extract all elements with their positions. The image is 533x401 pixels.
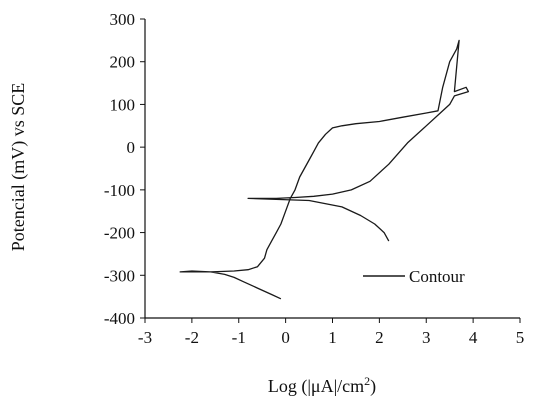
x-tick-label: 2	[375, 328, 384, 347]
x-axis-title-main: Log (|μA|/cm	[268, 376, 364, 397]
x-tick-label: 3	[422, 328, 431, 347]
x-tick-label: -2	[185, 328, 199, 347]
x-tick-label: -3	[138, 328, 152, 347]
x-tick-label: 5	[516, 328, 525, 347]
y-tick-label: -300	[104, 266, 135, 285]
y-axis-title: Potencial (mV) vs SCE	[8, 83, 29, 252]
x-tick-label: 4	[469, 328, 478, 347]
axes-layer	[140, 18, 521, 323]
legend: Contour	[363, 267, 465, 286]
legend-label: Contour	[409, 267, 465, 286]
tick-labels-layer: -3 -2 -1 0 1 2 3 4 5 300 200 100 0 -100 -200 -300 -400	[104, 10, 524, 347]
series-line-contour	[179, 39, 470, 300]
x-tick-label: 0	[281, 328, 290, 347]
y-tick-label: 300	[110, 10, 136, 29]
y-tick-label: -200	[104, 224, 135, 243]
y-tick-label: 0	[127, 138, 136, 157]
x-tick-label: 1	[328, 328, 337, 347]
x-axis-title: Log (|μA|/cm2)	[268, 374, 376, 397]
y-tick-label: 200	[110, 53, 136, 72]
y-tick-label: 100	[110, 95, 136, 114]
y-tick-label: -400	[104, 309, 135, 328]
x-axis-title-superscript: 2	[364, 374, 370, 388]
x-tick-label: -1	[232, 328, 246, 347]
x-axis-title-tail: )	[370, 376, 376, 397]
y-tick-label: -100	[104, 181, 135, 200]
